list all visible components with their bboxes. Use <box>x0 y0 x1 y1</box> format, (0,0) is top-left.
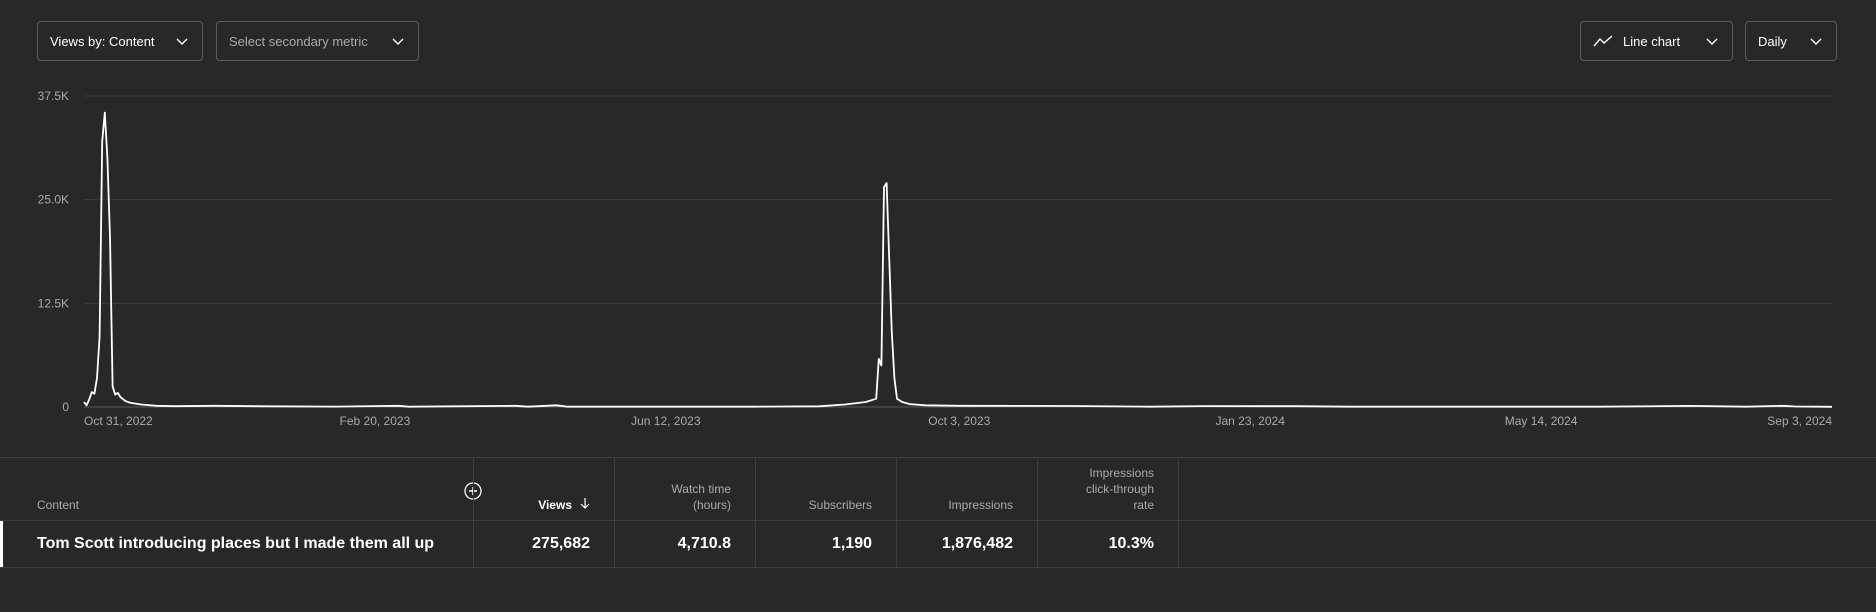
row-ctr-cell: 10.3% <box>1037 521 1178 567</box>
x-tick-label: Feb 20, 2023 <box>340 414 411 428</box>
x-tick-label: Oct 3, 2023 <box>928 414 990 428</box>
views-by-dropdown[interactable]: Views by: Content <box>37 21 203 61</box>
row-ctr: 10.3% <box>1108 535 1154 552</box>
arrow-down-icon <box>580 498 590 509</box>
header-impressions: Impressions <box>948 498 1013 512</box>
views-line-chart[interactable]: 37.5K 25.0K 12.5K 0 Oct 31, 2022 Feb 20, 2023… <box>0 80 1876 440</box>
x-tick-label: Oct 31, 2022 <box>84 414 153 428</box>
header-end-divider <box>1178 458 1179 520</box>
y-tick-label: 0 <box>62 400 69 414</box>
row-impressions-cell: 1,876,482 <box>896 521 1037 567</box>
header-content-cell: Content <box>0 458 482 520</box>
x-tick-label: Sep 3, 2024 <box>1767 414 1832 428</box>
header-subscribers-cell[interactable]: Subscribers <box>755 458 896 520</box>
interval-dropdown[interactable]: Daily <box>1745 21 1837 61</box>
table-row[interactable]: Tom Scott introducing places but I made … <box>0 521 1876 568</box>
table-header-row: Content Views Watch time (hours) Subscri… <box>0 457 1876 521</box>
header-views: Views <box>538 497 590 513</box>
chart-type-label: Line chart <box>1623 33 1681 49</box>
y-tick-label: 37.5K <box>38 89 69 103</box>
secondary-metric-placeholder: Select secondary metric <box>229 33 368 49</box>
views-series-line <box>83 111 1833 408</box>
line-chart-icon <box>1593 35 1613 47</box>
views-by-label: Views by: Content <box>50 33 155 49</box>
header-watch-time-line2: (hours) <box>692 498 731 512</box>
y-tick-label: 25.0K <box>38 193 69 207</box>
row-watch-time-cell: 4,710.8 <box>614 521 755 567</box>
row-impressions: 1,876,482 <box>941 535 1013 552</box>
chevron-down-icon <box>392 38 404 45</box>
row-views-cell: 275,682 <box>473 521 614 567</box>
row-watch-time: 4,710.8 <box>677 535 731 552</box>
interval-label: Daily <box>1758 33 1787 49</box>
row-subscribers-cell: 1,190 <box>755 521 896 567</box>
chart-type-dropdown[interactable]: Line chart <box>1580 21 1733 61</box>
header-ctr: Impressions click-through rate <box>1086 465 1154 513</box>
x-tick-label: Jan 23, 2024 <box>1215 414 1285 428</box>
x-tick-label: Jun 12, 2023 <box>631 414 701 428</box>
secondary-metric-dropdown[interactable]: Select secondary metric <box>216 21 419 61</box>
content-table: Content Views Watch time (hours) Subscri… <box>0 457 1876 568</box>
row-subscribers: 1,190 <box>831 535 872 552</box>
header-ctr-line1: Impressions <box>1089 466 1154 480</box>
y-tick-label: 12.5K <box>38 296 69 310</box>
header-ctr-cell[interactable]: Impressions click-through rate <box>1037 458 1178 520</box>
chevron-down-icon <box>1810 38 1822 45</box>
header-ctr-line2: click-through <box>1085 482 1154 496</box>
header-subscribers: Subscribers <box>808 498 872 512</box>
header-watch-time-line1: Watch time <box>671 482 731 496</box>
chevron-down-icon <box>1706 38 1718 45</box>
header-views-cell[interactable]: Views <box>473 458 614 520</box>
x-tick-label: May 14, 2024 <box>1505 414 1578 428</box>
header-watch-time: Watch time (hours) <box>671 481 731 513</box>
row-title-cell[interactable]: Tom Scott introducing places but I made … <box>0 521 473 567</box>
header-views-label: Views <box>538 498 572 512</box>
row-selected-indicator <box>0 521 3 567</box>
row-end-divider <box>1178 521 1179 567</box>
row-title[interactable]: Tom Scott introducing places but I made … <box>37 535 435 552</box>
header-content: Content <box>37 498 80 512</box>
chevron-down-icon <box>176 38 188 45</box>
header-watch-time-cell[interactable]: Watch time (hours) <box>614 458 755 520</box>
header-impressions-cell[interactable]: Impressions <box>896 458 1037 520</box>
header-ctr-line3: rate <box>1133 498 1154 512</box>
row-views: 275,682 <box>532 535 590 552</box>
